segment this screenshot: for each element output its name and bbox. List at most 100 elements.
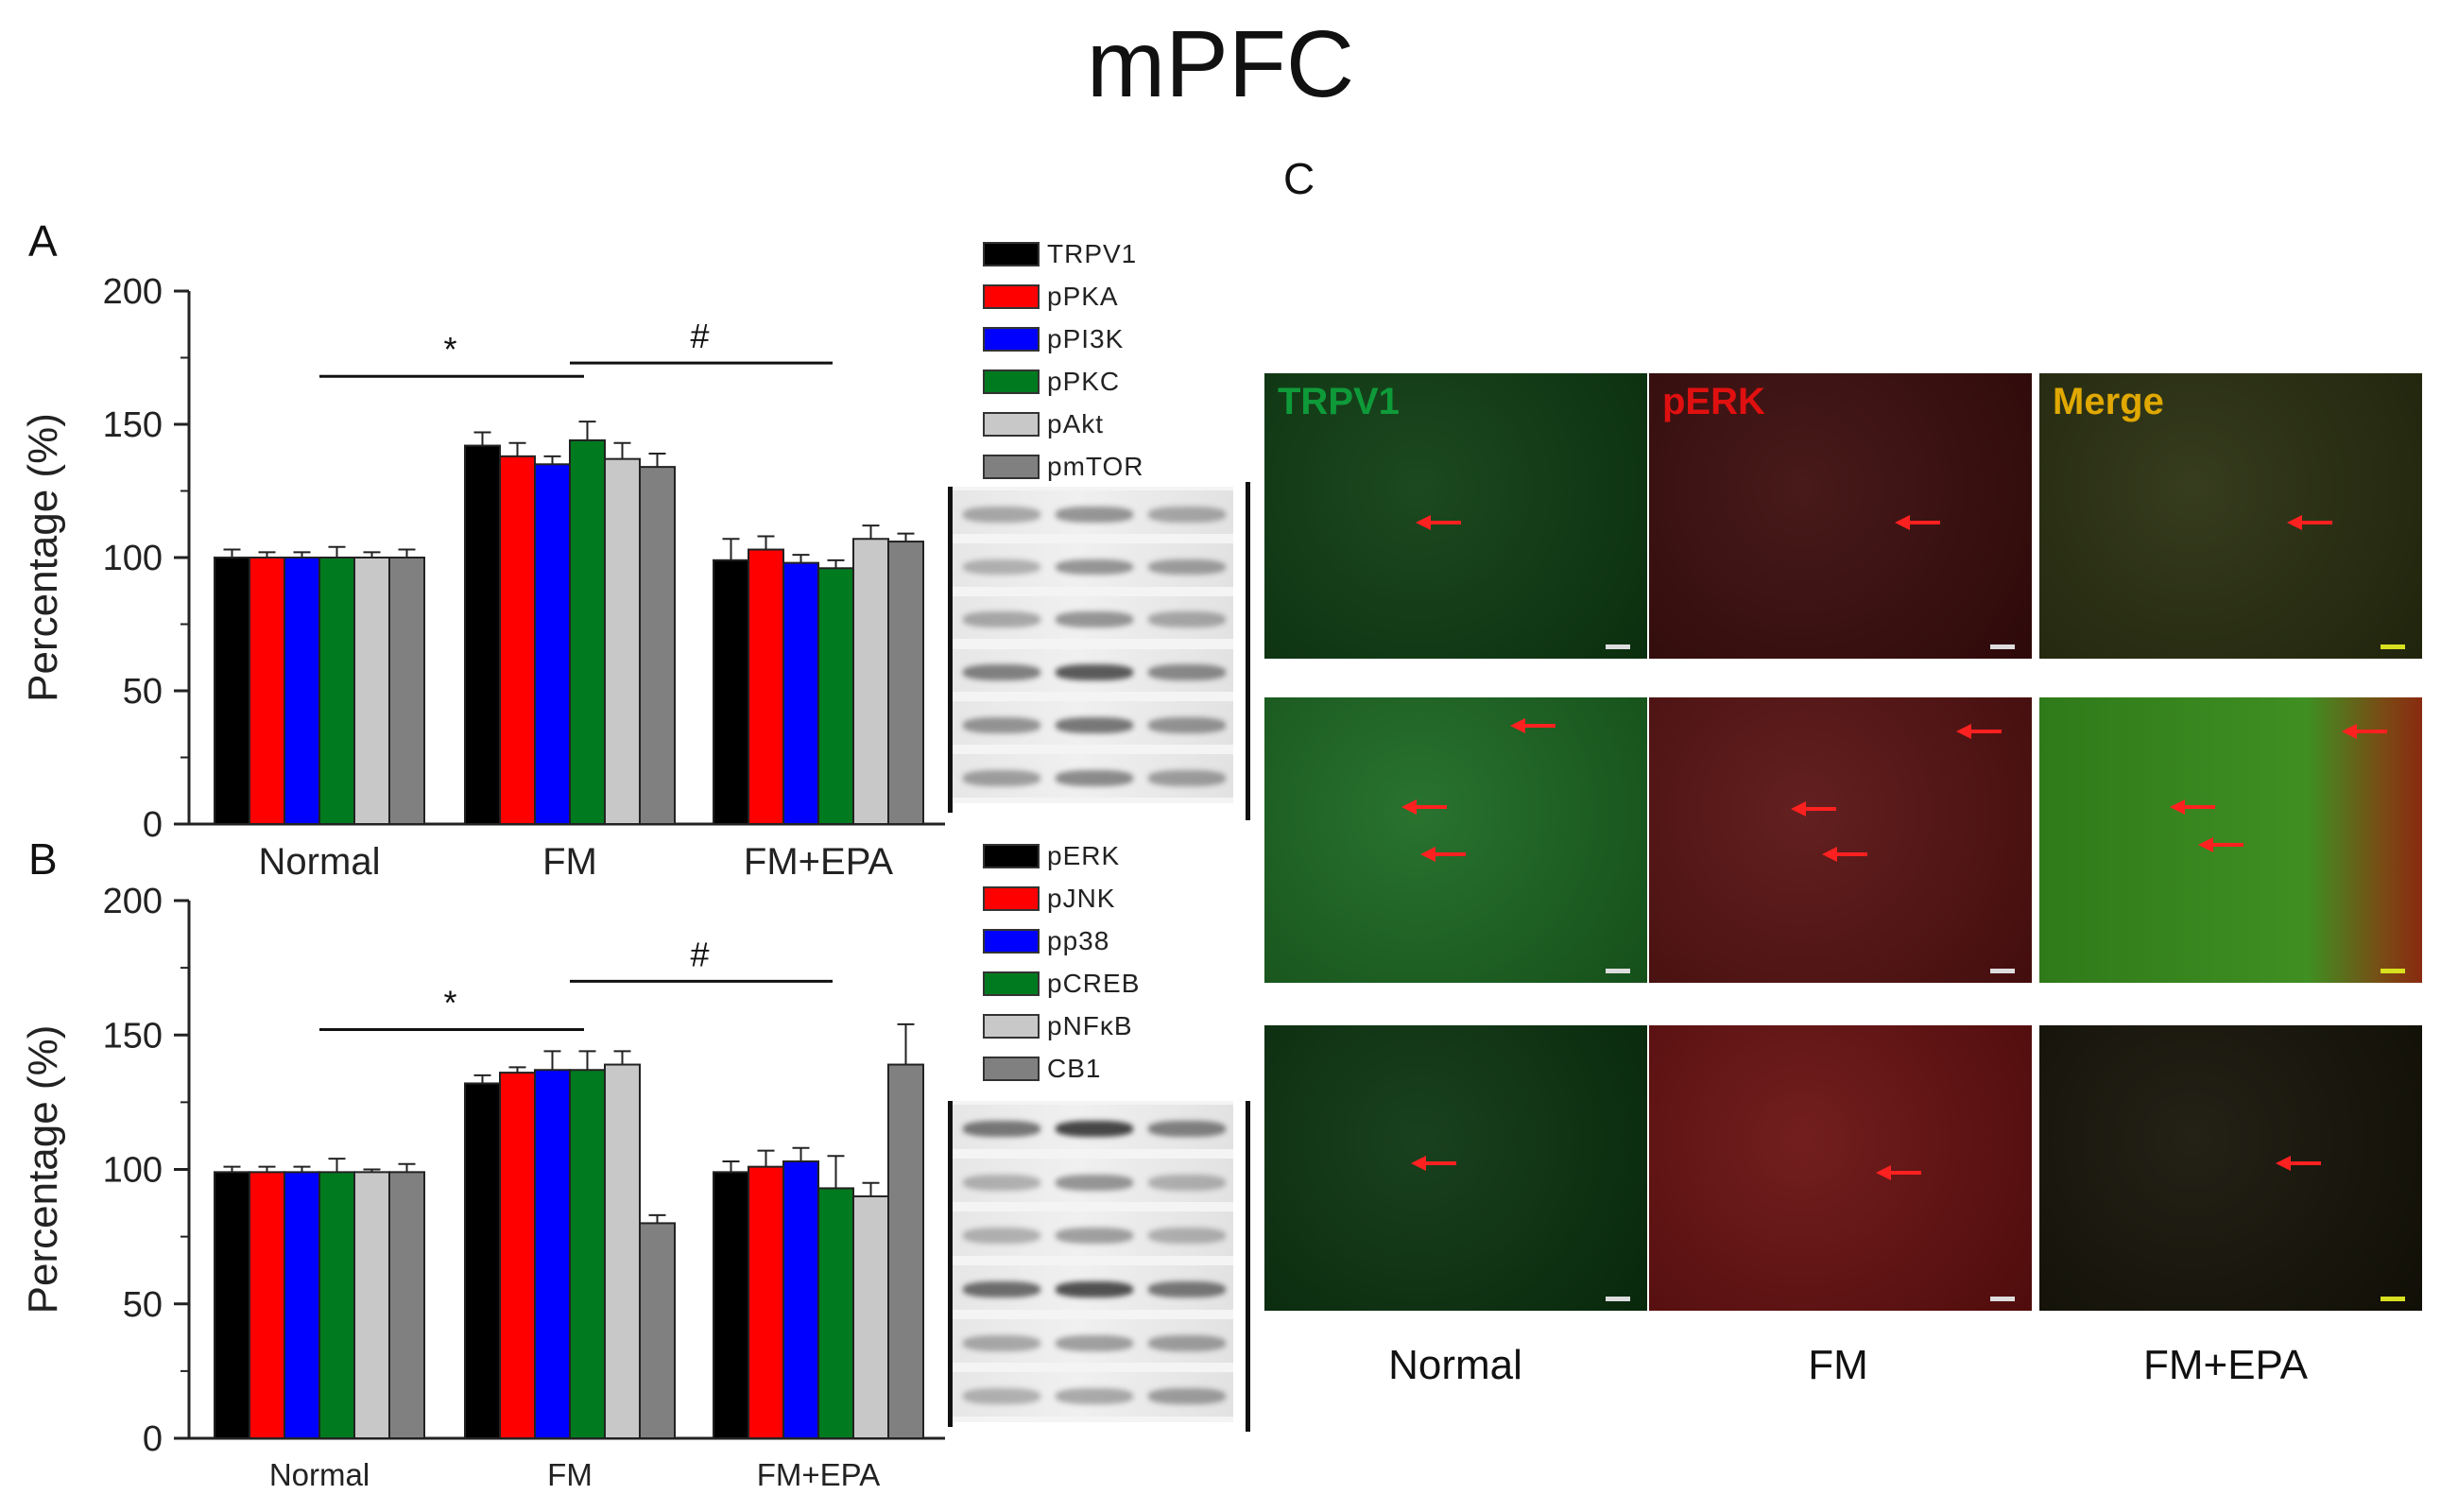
legend-label: pPI3K (1047, 323, 1125, 353)
blot-band (1056, 1334, 1133, 1351)
scale-bar (1606, 1297, 1630, 1301)
bar-cb1-fmepa (887, 1063, 924, 1440)
legend-swatch (983, 971, 1040, 996)
blot-band (1148, 664, 1226, 680)
blot-strip (950, 754, 1233, 798)
legend-swatch (983, 411, 1040, 437)
legend-item: pNFκB (983, 1005, 1140, 1047)
bar-trpv1-fmepa (713, 558, 749, 825)
bar-ppi3k-normal (284, 557, 320, 825)
bar-pmtor-fm (639, 466, 676, 825)
blot-band (1056, 1388, 1133, 1405)
arrow-icon (1420, 847, 1466, 862)
bar-trpv1-normal (214, 557, 250, 825)
micrograph-channel-label: TRPV1 (1278, 381, 1400, 422)
micrograph-merge-fm (2039, 697, 2422, 983)
legend-swatch (983, 369, 1040, 394)
scale-bar (2381, 644, 2405, 649)
bar-pcreb-fm (569, 1069, 606, 1439)
y-tick-label: 100 (103, 539, 163, 578)
legend-label: pAkt (1047, 408, 1105, 438)
bar-chart-a: 0 50 100 150 200 Percentage (%) Normal FM FM+EPA… (20, 272, 945, 883)
bar-ppkc-fm (569, 438, 606, 825)
bar-ppi3k-fmepa (782, 561, 819, 825)
legend-label: pJNK (1047, 883, 1116, 913)
y-axis-label: Percentage (%) (20, 413, 66, 702)
bar-pp38-fm (534, 1069, 571, 1439)
blot-band (963, 558, 1040, 576)
legend-swatch (983, 326, 1040, 352)
figure-title: mPFC (1086, 11, 1355, 117)
legend-swatch (983, 241, 1040, 266)
category-label: FM+EPA (757, 1457, 881, 1492)
blot-strip (950, 542, 1233, 587)
western-blot-a (950, 487, 1233, 803)
micro-group-normal: Normal (1388, 1342, 1522, 1388)
micrograph-perk-fm (1649, 697, 2032, 983)
arrow-icon (1876, 1165, 1921, 1180)
blot-band (1056, 769, 1133, 786)
micrograph-merge-normal: Merge (2039, 373, 2422, 659)
blot-band (1056, 717, 1133, 733)
bar-pakt-fmepa (852, 538, 889, 825)
legend-label: TRPV1 (1047, 238, 1138, 268)
legend-item: TRPV1 (983, 232, 1144, 275)
blot-band (1056, 664, 1133, 680)
bar-pakt-fm (604, 457, 641, 825)
scale-bar (1606, 644, 1630, 649)
bar-ppka-fm (499, 455, 536, 825)
blot-bracket-right-b (1246, 1101, 1250, 1432)
y-tick-label: 150 (103, 405, 163, 445)
y-tick-label: 200 (103, 272, 163, 312)
bar-ppkc-normal (318, 557, 355, 825)
arrow-icon (1895, 515, 1940, 530)
bar-pjnk-fm (499, 1072, 536, 1439)
bar-pnfb-fmepa (852, 1194, 889, 1439)
blot-band (1056, 506, 1133, 523)
blot-band (1056, 1281, 1133, 1297)
bar-ppkc-fmepa (817, 567, 854, 826)
legend-b: pERK pJNK pp38 pCREB pNFκB CB1 (983, 834, 1140, 1090)
blot-band (963, 717, 1040, 733)
bar-ppi3k-fm (534, 463, 571, 825)
category-label: Normal (269, 1457, 370, 1492)
blot-band (963, 506, 1040, 523)
y-tick-label: 150 (103, 1016, 163, 1056)
blot-bracket-left-a (948, 487, 953, 813)
legend-item: pAkt (983, 403, 1144, 445)
bar-pp38-normal (284, 1171, 320, 1439)
legend-item: pCREB (983, 962, 1140, 1005)
blot-band (963, 664, 1040, 680)
y-tick-label: 100 (103, 1151, 163, 1191)
category-label: FM+EPA (744, 841, 894, 883)
blot-band (963, 769, 1040, 786)
blot-strip (950, 1372, 1233, 1417)
significance-mark: * (443, 330, 456, 369)
arrow-icon (1956, 724, 2002, 739)
micrograph-trpv1-fmepa (1264, 1025, 1647, 1311)
micrograph-channel-label: Merge (2053, 381, 2164, 422)
blot-band (1148, 1121, 1226, 1137)
arrow-icon (1822, 847, 1867, 862)
arrow-icon (1791, 801, 1836, 816)
micro-group-fm: FM (1808, 1342, 1868, 1388)
y-tick-label: 0 (143, 1419, 163, 1459)
blot-band (963, 1281, 1040, 1297)
blot-strip (950, 1105, 1233, 1149)
blot-strip (950, 1211, 1233, 1256)
bar-chart-b: 0 50 100 150 200 Percentage (%) Normal FM FM+EPA… (20, 882, 945, 1492)
category-label: FM (547, 1457, 593, 1492)
y-tick-label: 0 (143, 805, 163, 845)
legend-swatch (983, 284, 1040, 309)
arrow-icon (1401, 799, 1447, 815)
significance-mark: # (690, 935, 709, 973)
blot-band (963, 1174, 1040, 1191)
bar-pcreb-fmepa (817, 1187, 854, 1440)
blot-band (963, 1121, 1040, 1137)
legend-item: CB1 (983, 1047, 1140, 1090)
western-blot-b (950, 1101, 1233, 1422)
arrow-icon (1510, 718, 1556, 733)
significance-mark: * (443, 984, 456, 1022)
legend-item: pp38 (983, 919, 1140, 962)
legend-swatch (983, 1056, 1040, 1081)
